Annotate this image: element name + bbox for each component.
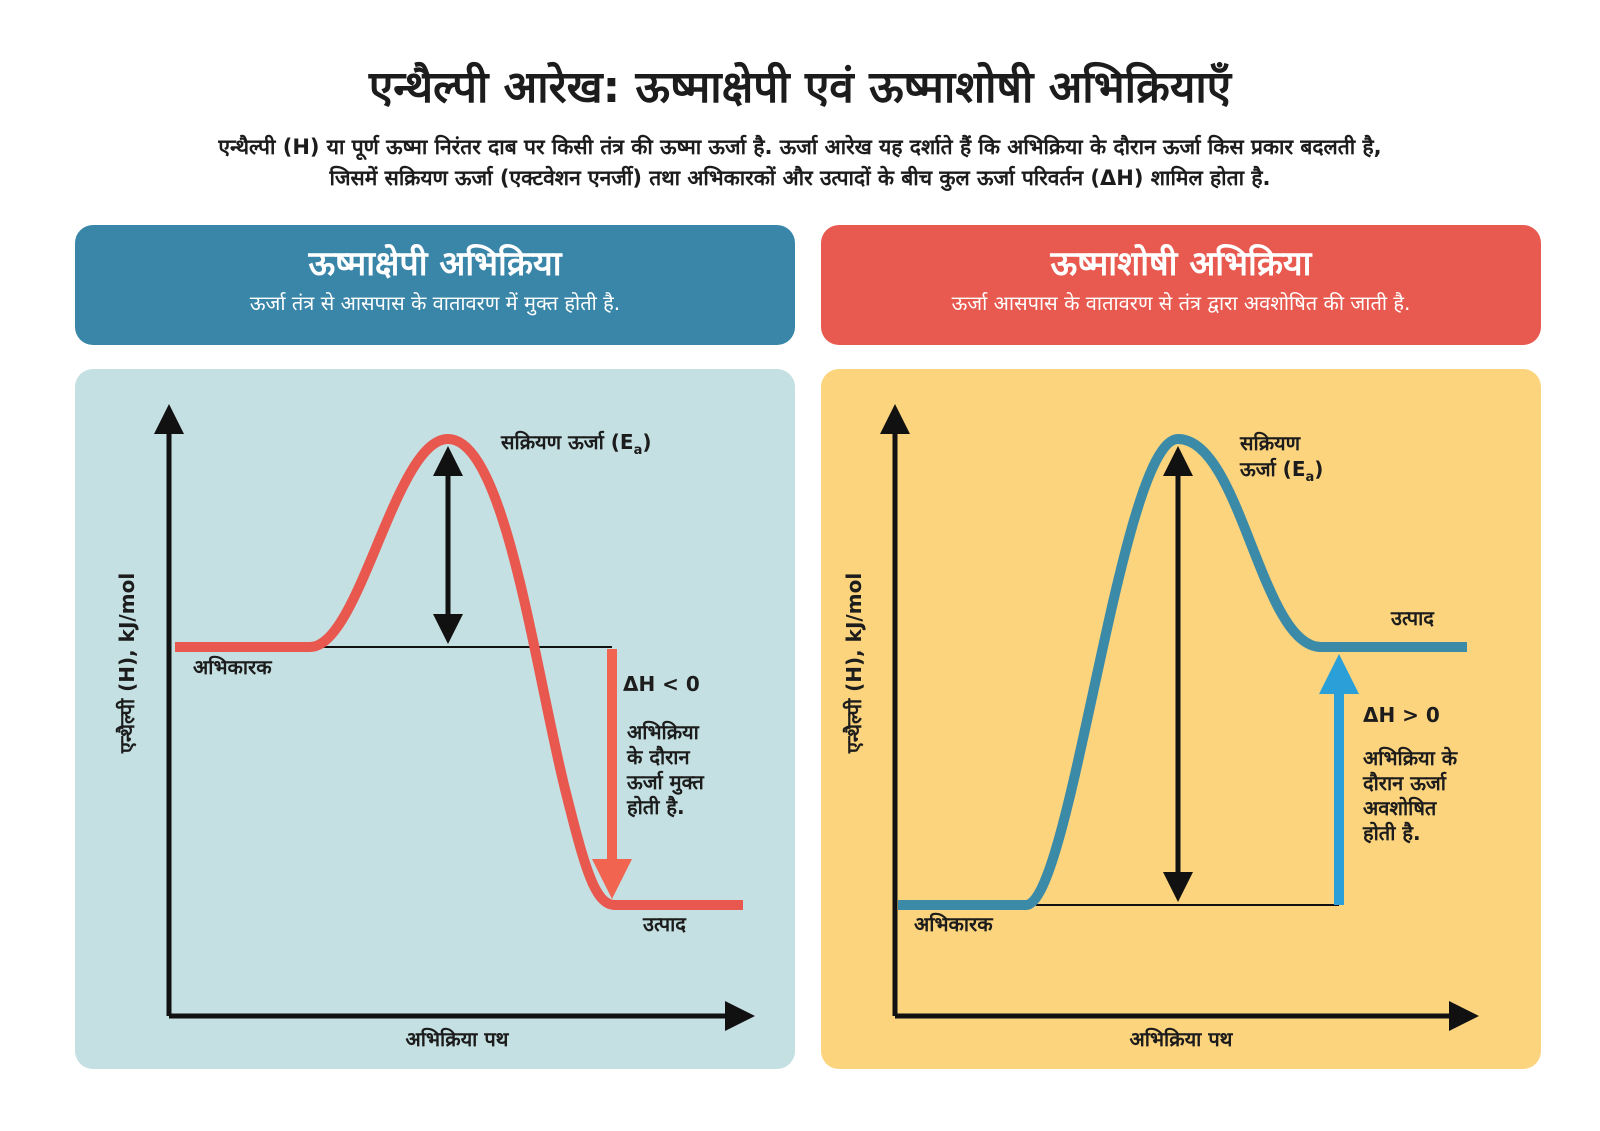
activation-label: ऊर्जा (Ea) — [1239, 457, 1323, 485]
panel-title: ऊष्माक्षेपी अभिक्रिया — [308, 244, 562, 284]
exothermic-diagram: सक्रियण ऊर्जा (Ea) अभिकारक उत्पाद ΔH < 0… — [75, 369, 795, 1069]
y-axis-label: एन्थैल्पी (H), kJ/mol — [115, 573, 139, 754]
reactants-label: अभिकारक — [193, 655, 273, 679]
note-line: के दौरान — [626, 745, 690, 769]
note-line: अवशोषित — [1363, 796, 1438, 820]
panel-subtitle: ऊर्जा तंत्र से आसपास के वातावरण में मुक्… — [249, 291, 621, 315]
reactants-label: अभिकारक — [914, 912, 994, 936]
label-part: ) — [642, 430, 651, 454]
note-line: ऊर्जा मुक्त — [626, 770, 705, 795]
note-line: अभिक्रिया — [627, 720, 700, 744]
panel-header: ऊष्माशोषी अभिक्रिया ऊर्जा आसपास के वाताव… — [821, 225, 1541, 345]
note-line: होती है. — [626, 795, 685, 819]
note-line: अभिक्रिया के — [1363, 746, 1459, 770]
note-line: होती है. — [1362, 821, 1421, 845]
delta-label: ΔH < 0 — [623, 672, 700, 696]
activation-label: सक्रियण — [1239, 431, 1302, 455]
label-part: ऊर्जा (E — [1239, 457, 1306, 481]
products-label: उत्पाद — [642, 912, 687, 936]
activation-label: सक्रियण ऊर्जा (Ea) — [500, 430, 652, 458]
subscript: a — [634, 443, 643, 458]
description-line: जिसमें सक्रियण ऊर्जा (एक्टवेशन एनर्जी) त… — [329, 166, 1271, 190]
description-line: एन्थैल्पी (H) या पूर्ण ऊष्मा निरंतर दाब … — [218, 135, 1382, 159]
label-part: ) — [1314, 457, 1323, 481]
energy-curve — [898, 433, 1467, 910]
x-axis-label: अभिक्रिया पथ — [406, 1027, 510, 1051]
panel-title: ऊष्माशोषी अभिक्रिया — [1050, 244, 1312, 284]
endothermic-diagram: सक्रियण ऊर्जा (Ea) अभिकारक उत्पाद ΔH > 0… — [821, 369, 1541, 1069]
delta-label: ΔH > 0 — [1363, 703, 1440, 727]
panel-subtitle: ऊर्जा आसपास के वातावरण से तंत्र द्वारा अ… — [951, 291, 1411, 315]
energy-curve — [175, 433, 743, 910]
x-axis-label: अभिक्रिया पथ — [1130, 1027, 1234, 1051]
y-axis-label: एन्थैल्पी (H), kJ/mol — [842, 573, 866, 754]
note-line: दौरान ऊर्जा — [1362, 771, 1447, 795]
page-title: एन्थैल्पी आरेख: ऊष्माक्षेपी एवं ऊष्माशोष… — [368, 62, 1232, 113]
description: एन्थैल्पी (H) या पूर्ण ऊष्मा निरंतर दाब … — [40, 132, 1560, 194]
subscript: a — [1306, 470, 1315, 485]
panel-header: ऊष्माक्षेपी अभिक्रिया ऊर्जा तंत्र से आसप… — [75, 225, 795, 345]
label-part: सक्रियण ऊर्जा (E — [500, 430, 634, 454]
products-label: उत्पाद — [1390, 606, 1435, 630]
